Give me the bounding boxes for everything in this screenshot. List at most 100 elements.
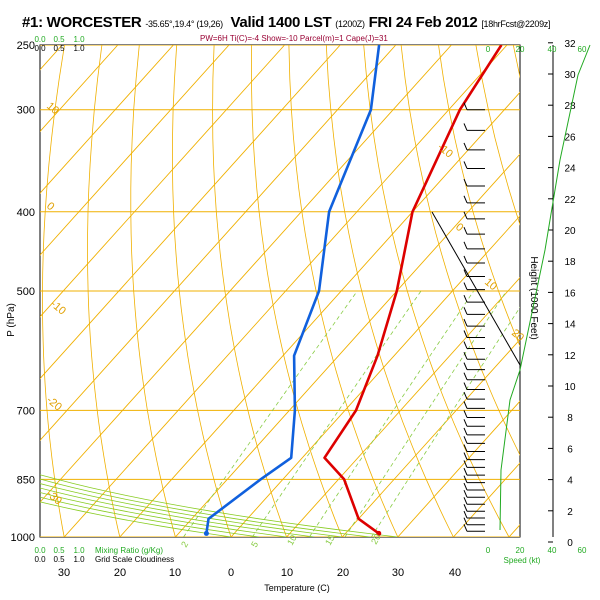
wind-barb-feather bbox=[463, 497, 468, 505]
wind-barb-feather bbox=[463, 102, 468, 110]
speed-tick-top: 40 bbox=[548, 45, 557, 54]
wind-barb-feather bbox=[463, 142, 468, 151]
y-axis-label: P (hPa) bbox=[6, 303, 17, 337]
speed-tick-top: 60 bbox=[578, 45, 587, 54]
plot-area bbox=[40, 45, 520, 537]
wind-barb-feather bbox=[463, 517, 468, 525]
height-tick-label: 8 bbox=[567, 413, 573, 424]
wind-barb-feather bbox=[463, 307, 468, 315]
speed-axis-label: Speed (kt) bbox=[504, 556, 541, 565]
dry-adiabat-line bbox=[512, 45, 520, 79]
pressure-tick-label: 250 bbox=[17, 40, 35, 52]
wind-barb-feather bbox=[463, 195, 468, 204]
wind-barb-feather bbox=[463, 436, 468, 444]
temperature-tick-label: 10 bbox=[281, 567, 293, 579]
dry-adiabat-line bbox=[288, 45, 399, 537]
isotherm-line bbox=[40, 45, 230, 256]
isotherm-label: -10 bbox=[48, 298, 68, 317]
height-tick-label: 22 bbox=[564, 195, 576, 206]
dry-adiabat-line bbox=[400, 45, 520, 456]
dry-adiabat-line bbox=[42, 45, 65, 537]
pressure-tick-label: 300 bbox=[17, 105, 35, 117]
right-axis-label: Height (1000 Feet) bbox=[528, 256, 539, 339]
top-green-scale-label: 1.0 bbox=[73, 35, 85, 44]
wind-barb-feather bbox=[463, 362, 468, 370]
pressure-tick-label: 1000 bbox=[11, 532, 35, 544]
mixing-ratio-line bbox=[183, 290, 358, 537]
height-tick-label: 4 bbox=[567, 476, 573, 487]
height-tick-label: 14 bbox=[564, 320, 576, 331]
station-coords: -35.65°,19.4° (19,26) bbox=[145, 19, 223, 29]
isotherm-label: -30 bbox=[44, 488, 64, 507]
wind-barb-feather bbox=[463, 226, 468, 235]
mixing-ratio-label: 10 bbox=[285, 533, 299, 547]
top-green-scale-label: 0.0 bbox=[34, 35, 46, 44]
utc-time: (1200Z) bbox=[335, 19, 365, 29]
mixing-ratio-label: 5 bbox=[249, 540, 260, 549]
wind-barb-feather bbox=[463, 372, 468, 380]
wind-barb-feather bbox=[463, 161, 468, 169]
dry-adiabat-line bbox=[130, 45, 176, 537]
mixing-ratio-label: 2 bbox=[179, 540, 190, 549]
top-black-scale-label: 0.0 bbox=[34, 44, 46, 53]
speed-tick-bottom: 40 bbox=[548, 546, 557, 555]
valid-date: FRI 24 Feb 2012 bbox=[368, 14, 478, 31]
isotherm-line bbox=[63, 45, 508, 537]
speed-tick-bottom: 0 bbox=[486, 546, 491, 555]
stability-indices: PW=6H Ti(C)=-4 Show=-10 Parcel(m)=1 Cape… bbox=[200, 34, 388, 43]
isotherm-line bbox=[40, 45, 397, 442]
wind-barb-feather bbox=[463, 123, 468, 131]
isotherm-line bbox=[286, 276, 520, 537]
wind-barb-feather bbox=[463, 341, 468, 349]
wind-barb-feather bbox=[463, 482, 468, 491]
wind-barb-feather bbox=[463, 510, 468, 519]
wind-barb-feather bbox=[463, 467, 468, 476]
dry-adiabat-line bbox=[325, 45, 454, 537]
wind-barb-feather bbox=[463, 330, 468, 338]
mixing-ratio-line bbox=[309, 290, 475, 537]
wind-barb-feather bbox=[463, 282, 468, 290]
wind-barb-feather bbox=[463, 490, 468, 498]
isotherm-line bbox=[230, 215, 520, 537]
chart-title: #1: WORCESTER -35.65°,19.4° (19,26) Vali… bbox=[22, 14, 551, 31]
bottom-black-scale-label: 1.0 bbox=[73, 555, 85, 564]
wind-barb-feather bbox=[463, 460, 468, 468]
speed-tick-top: 0 bbox=[486, 45, 491, 54]
mixing-ratio-legend: Mixing Ratio (g/Kg) bbox=[95, 546, 163, 555]
speed-tick-bottom: 60 bbox=[578, 546, 587, 555]
station-name: #1: WORCESTER bbox=[22, 14, 142, 31]
moist-adiabat-line bbox=[40, 478, 371, 537]
wind-barb-feather bbox=[463, 391, 468, 400]
top-green-scale-label: 0.5 bbox=[53, 35, 65, 44]
height-tick-label: 0 bbox=[567, 538, 573, 549]
isotherm-line bbox=[40, 45, 341, 380]
height-tick-label: 26 bbox=[564, 132, 576, 143]
cloudiness-legend: Grid Scale Cloudiness bbox=[95, 555, 174, 564]
mixing-ratio-line bbox=[251, 290, 422, 537]
dry-adiabat-line bbox=[438, 45, 520, 348]
moist-adiabat-line bbox=[40, 474, 398, 537]
dewpoint-profile bbox=[205, 45, 381, 534]
isotherm-line bbox=[119, 91, 520, 537]
height-tick-label: 30 bbox=[564, 70, 576, 81]
bottom-green-scale-label: 0.0 bbox=[34, 546, 46, 555]
mixing-ratio-line bbox=[344, 290, 507, 537]
dry-adiabat-line bbox=[87, 45, 121, 537]
temperature-tick-label: 20 bbox=[337, 567, 349, 579]
pressure-tick-label: 850 bbox=[17, 474, 35, 486]
temperature-tick-label: 40 bbox=[449, 567, 461, 579]
pressure-tick-label: 400 bbox=[17, 207, 35, 219]
height-boundary-line bbox=[431, 211, 521, 366]
wind-barb-feather bbox=[463, 524, 468, 532]
height-tick-label: 16 bbox=[564, 288, 576, 299]
speed-tick-top: 20 bbox=[516, 45, 525, 54]
surface-temperature-dot bbox=[376, 530, 382, 536]
temperature-tick-label: 20 bbox=[114, 567, 126, 579]
top-black-scale-label: 1.0 bbox=[73, 44, 85, 53]
wind-barb-feather bbox=[463, 410, 468, 418]
isotherm-line bbox=[508, 524, 520, 537]
height-tick-label: 18 bbox=[564, 257, 576, 268]
wind-barb-feather bbox=[463, 504, 468, 512]
height-tick-label: 2 bbox=[567, 507, 573, 518]
bottom-black-scale-label: 0.5 bbox=[53, 555, 65, 564]
